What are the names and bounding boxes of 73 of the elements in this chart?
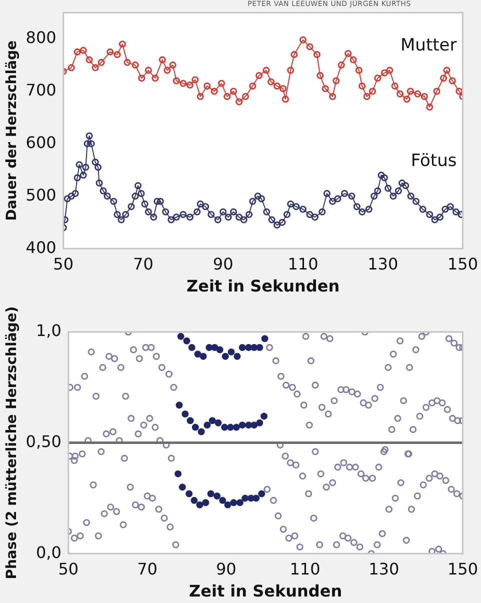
x-tick-label: 110	[288, 254, 318, 274]
y-axis-title: Dauer der Herzschläge	[4, 40, 20, 221]
point	[260, 412, 268, 420]
y-tick-label: 500	[26, 185, 56, 204]
series-label: Fötus	[410, 151, 457, 172]
point	[242, 494, 249, 502]
x-axis-title: Zeit in Sekunden	[189, 582, 342, 601]
point	[200, 352, 207, 360]
point	[202, 499, 210, 506]
x-tick-label: 70	[133, 254, 154, 274]
point	[178, 484, 186, 491]
point	[245, 344, 252, 352]
point	[196, 501, 204, 508]
point	[192, 424, 199, 431]
point	[256, 419, 264, 426]
point	[245, 422, 252, 429]
point	[238, 344, 246, 352]
point	[198, 428, 205, 436]
point	[258, 490, 266, 498]
point	[230, 499, 238, 506]
x-tick-label: 90	[212, 254, 234, 274]
x-tick-label: 50	[58, 559, 79, 578]
y-tick-label: 0,0	[36, 542, 62, 562]
point	[190, 496, 198, 504]
point	[176, 402, 183, 409]
point	[234, 352, 241, 360]
point	[222, 352, 229, 360]
point	[204, 422, 211, 429]
x-tick-label: 150	[447, 559, 478, 578]
x-tick-label: 90	[216, 559, 236, 578]
x-tick-label: 50	[53, 254, 74, 274]
point	[238, 422, 246, 429]
point	[208, 417, 216, 424]
point	[226, 424, 234, 431]
point	[177, 332, 184, 340]
x-tick-label: 70	[137, 559, 158, 578]
point	[261, 335, 268, 342]
point	[206, 344, 213, 352]
point	[250, 422, 258, 429]
point	[183, 337, 190, 344]
point	[232, 424, 240, 431]
x-axis-title: Zeit in Sekunden	[186, 276, 340, 296]
point	[214, 419, 222, 426]
point	[186, 417, 194, 424]
y-tick-label: 400	[26, 238, 56, 257]
point	[228, 348, 235, 356]
point	[182, 410, 189, 418]
x-tick-label: 150	[447, 254, 478, 274]
point	[219, 496, 226, 504]
point	[256, 344, 264, 352]
y-axis-title: Phase (2 mütterliche Herzschläge)	[4, 306, 20, 580]
point	[211, 344, 218, 352]
point	[236, 499, 244, 506]
y-tick-label: 1,0	[36, 321, 62, 340]
point	[252, 494, 260, 502]
y-tick-label: 0,50	[26, 432, 62, 451]
x-tick-label: 110	[290, 559, 320, 578]
point	[224, 501, 232, 508]
y-tick-label: 800	[26, 28, 56, 47]
point	[207, 490, 214, 498]
point	[188, 344, 196, 352]
point	[214, 492, 221, 500]
point	[186, 490, 193, 498]
y-tick-label: 600	[26, 132, 56, 152]
point	[221, 424, 228, 431]
point	[194, 350, 202, 358]
x-tick-label: 130	[368, 254, 398, 274]
x-tick-label: 130	[368, 559, 400, 578]
series-label: Mutter	[400, 36, 457, 56]
y-tick-label: 700	[26, 80, 56, 100]
point	[250, 344, 258, 352]
point	[216, 346, 224, 354]
point	[174, 470, 182, 478]
